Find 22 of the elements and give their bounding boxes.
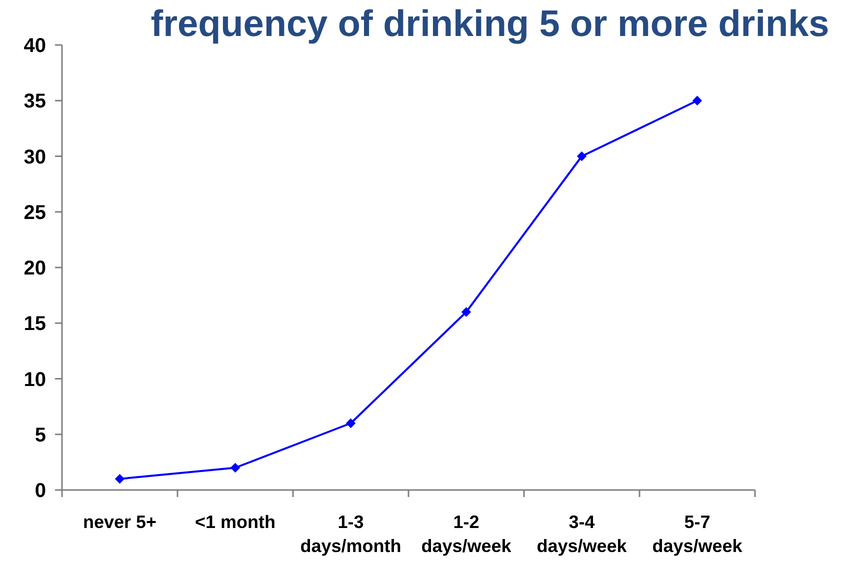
point	[692, 96, 702, 106]
point	[114, 474, 125, 484]
x-tick-label: 3-4 days/week	[536, 512, 628, 556]
y-tick-label: 30	[24, 146, 46, 168]
point	[576, 151, 587, 162]
y-tick-label: 40	[24, 35, 46, 57]
x-tick-label: 1-2 days/week	[421, 512, 512, 556]
x-tick-label: never 5+	[82, 512, 157, 532]
y-tick-label: 35	[24, 90, 46, 113]
x-tick-label: 5-7 days/week	[652, 512, 744, 556]
y-tick-label: 0	[34, 480, 46, 502]
point	[461, 307, 472, 317]
y-tick-label: 15	[24, 313, 46, 336]
y-tick-label: 20	[24, 258, 46, 280]
chart-title: frequency of drinking 5 or more drinks	[150, 3, 830, 44]
y-tick-label: 25	[24, 202, 46, 224]
x-tick-label: <1 month	[194, 512, 276, 532]
y-tick-label: 5	[34, 424, 46, 446]
x-tick-label: 1-3 days/month	[300, 512, 402, 556]
point	[230, 462, 240, 473]
point	[346, 418, 356, 428]
y-tick-label: 10	[24, 368, 46, 391]
